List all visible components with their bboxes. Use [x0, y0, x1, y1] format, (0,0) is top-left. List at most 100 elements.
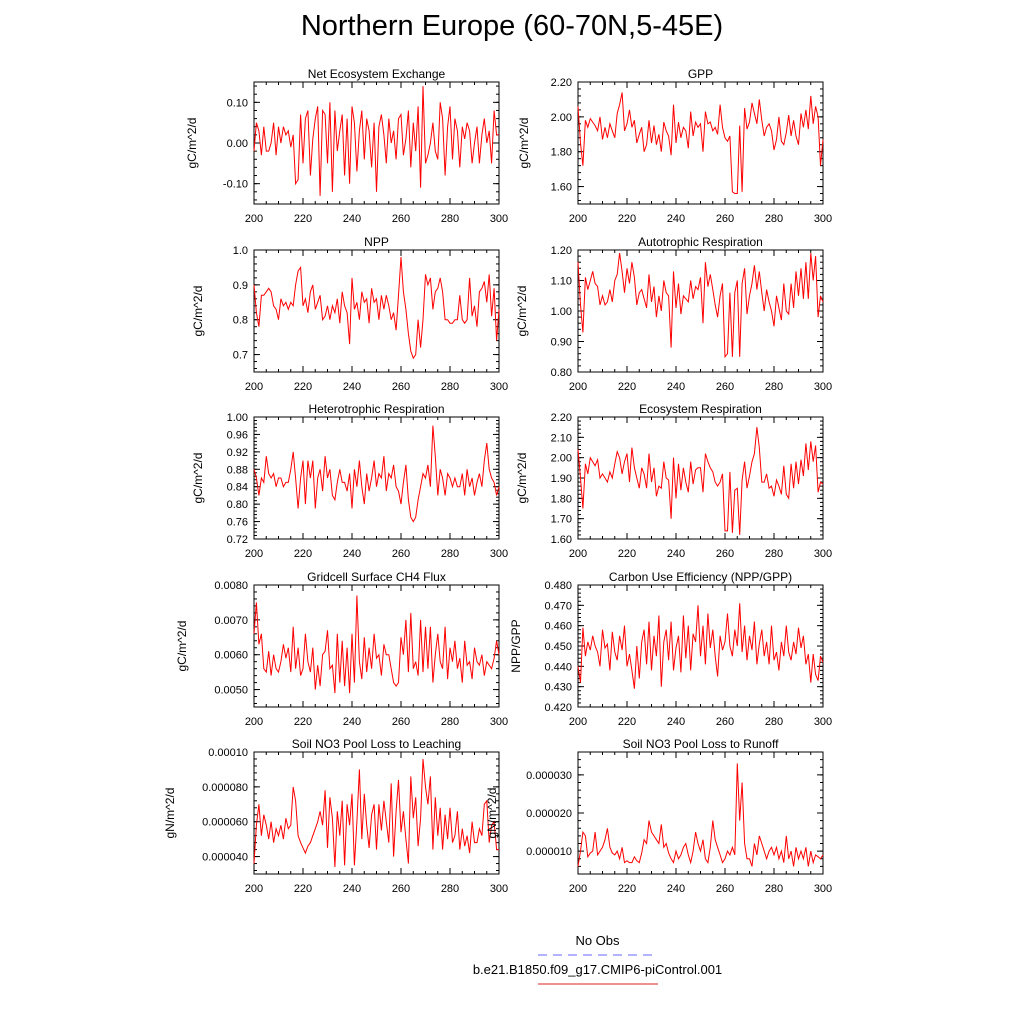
series-line — [577, 92, 824, 194]
y-tick-label: 1.00 — [227, 412, 248, 424]
y-tick-label: 0.9 — [233, 280, 248, 292]
panel-title: Soil NO3 Pool Loss to Runoff — [623, 737, 780, 751]
series-line — [577, 253, 824, 359]
y-tick-label: 2.00 — [551, 453, 572, 465]
x-tick-label: 300 — [490, 548, 508, 560]
y-tick-label: 0.96 — [227, 429, 248, 441]
plot-frame — [577, 416, 824, 540]
panel-7: 200 220 240 260 280 300 0.0050 0.0060 0.0070 0.00… — [175, 570, 508, 728]
y-tick-label: 0.80 — [551, 367, 572, 379]
x-tick-label: 300 — [814, 883, 832, 895]
x-tick-label: 280 — [441, 381, 459, 393]
y-tick-label: 1.70 — [551, 514, 572, 526]
y-tick-label: 0.440 — [544, 661, 572, 673]
x-tick-label: 260 — [392, 716, 410, 728]
x-tick-label: 280 — [441, 883, 459, 895]
y-axis-label: gC/m^2/d — [175, 621, 189, 672]
y-tick-label: 0.0080 — [214, 580, 248, 592]
series-line — [577, 427, 824, 535]
plot-frame — [253, 751, 500, 875]
panel-8: 200 220 240 260 280 300 0.420 0.430 0.440 0.450 0.… — [509, 570, 832, 728]
x-tick-label: 200 — [569, 883, 587, 895]
x-tick-label: 200 — [569, 548, 587, 560]
x-tick-label: 280 — [765, 381, 783, 393]
x-tick-label: 300 — [490, 883, 508, 895]
x-tick-label: 260 — [392, 213, 410, 225]
x-tick-label: 300 — [490, 381, 508, 393]
panel-title: Ecosystem Respiration — [639, 402, 762, 416]
y-tick-label: 0.420 — [544, 702, 572, 714]
x-tick-label: 200 — [245, 213, 263, 225]
y-tick-label: 0.00 — [227, 138, 248, 150]
panel-2: 200 220 240 260 280 300 1.60 1.80 2.00 2.20 GPP gC/… — [517, 67, 832, 225]
series-line — [253, 425, 500, 523]
x-tick-label: 200 — [245, 883, 263, 895]
y-tick-label: 0.90 — [551, 337, 572, 349]
y-tick-label: 0.000080 — [202, 782, 248, 794]
y-tick-label: -0.10 — [223, 179, 248, 191]
y-tick-label: 0.000020 — [526, 808, 572, 820]
panel-title: NPP — [364, 235, 389, 249]
x-tick-label: 240 — [343, 213, 361, 225]
x-tick-label: 300 — [814, 548, 832, 560]
x-tick-label: 260 — [716, 381, 734, 393]
y-tick-label: 0.0050 — [214, 685, 248, 697]
panel-9: 200 220 240 260 280 300 0.000040 0.000060 0.0000… — [163, 737, 508, 895]
y-axis-label: gC/m^2/d — [185, 118, 199, 169]
x-tick-label: 280 — [765, 213, 783, 225]
x-tick-label: 200 — [569, 213, 587, 225]
y-tick-label: 0.000060 — [202, 817, 248, 829]
y-axis-label: gC/m^2/d — [515, 286, 529, 337]
x-tick-label: 220 — [294, 381, 312, 393]
y-tick-label: 0.480 — [544, 580, 572, 592]
series-line — [253, 256, 500, 360]
panel-title: Autotrophic Respiration — [638, 235, 763, 249]
x-tick-label: 260 — [716, 548, 734, 560]
y-tick-label: 0.470 — [544, 600, 572, 612]
series-line — [253, 595, 500, 694]
x-tick-label: 240 — [667, 381, 685, 393]
y-axis-label: NPP/GPP — [509, 619, 523, 672]
y-axis-label: gN/m^2/d — [163, 788, 177, 839]
y-tick-label: 1.80 — [551, 493, 572, 505]
plot-frame — [577, 81, 824, 205]
x-tick-label: 240 — [343, 716, 361, 728]
y-tick-label: 0.76 — [227, 517, 248, 529]
y-tick-label: 0.84 — [227, 482, 248, 494]
y-tick-label: 0.10 — [227, 97, 248, 109]
y-tick-label: 0.0070 — [214, 615, 248, 627]
y-axis-label: gC/m^2/d — [515, 453, 529, 504]
x-tick-label: 220 — [618, 716, 636, 728]
x-tick-label: 200 — [569, 381, 587, 393]
x-tick-label: 260 — [716, 213, 734, 225]
series-line — [577, 763, 824, 867]
x-tick-label: 220 — [294, 883, 312, 895]
y-tick-label: 0.450 — [544, 641, 572, 653]
x-tick-label: 240 — [667, 548, 685, 560]
plot-frame — [253, 416, 500, 540]
y-tick-label: 2.00 — [551, 112, 572, 124]
y-tick-label: 1.60 — [551, 534, 572, 546]
x-tick-label: 260 — [716, 883, 734, 895]
y-axis-label: gC/m^2/d — [191, 453, 205, 504]
x-tick-label: 240 — [343, 381, 361, 393]
panel-title: Gridcell Surface CH4 Flux — [307, 570, 446, 584]
panel-5: 200 220 240 260 280 300 0.72 0.76 0.80 0.84 0.88 0.… — [191, 402, 508, 560]
y-tick-label: 0.00010 — [208, 747, 248, 759]
x-tick-label: 240 — [667, 213, 685, 225]
x-tick-label: 300 — [814, 213, 832, 225]
x-tick-label: 280 — [441, 213, 459, 225]
panel-title: Net Ecosystem Exchange — [308, 67, 446, 81]
series-line — [253, 758, 499, 868]
x-tick-label: 220 — [618, 381, 636, 393]
x-tick-label: 300 — [490, 213, 508, 225]
panel-title: Soil NO3 Pool Loss to Leaching — [292, 737, 461, 751]
x-tick-label: 240 — [343, 883, 361, 895]
x-tick-label: 220 — [618, 548, 636, 560]
series-line — [577, 603, 824, 689]
panel-title: GPP — [688, 67, 713, 81]
y-tick-label: 2.20 — [551, 77, 572, 89]
x-tick-label: 240 — [667, 883, 685, 895]
